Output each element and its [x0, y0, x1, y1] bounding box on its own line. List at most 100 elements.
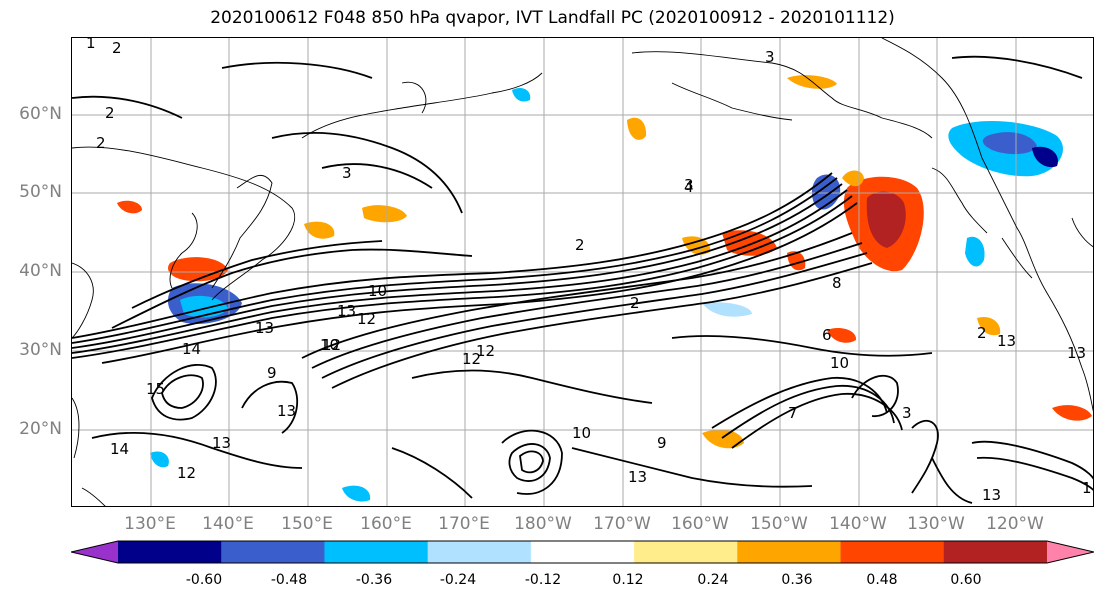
contour-label: 13 — [982, 486, 1001, 504]
colorbar-segment — [1047, 541, 1094, 563]
lat-label-20n: 20°N — [19, 419, 62, 439]
colorbar-outline — [71, 540, 1094, 564]
contour-label: 2 — [575, 236, 585, 254]
contour-label: 13 — [1067, 344, 1086, 362]
positive-anomaly-patch — [362, 205, 407, 223]
contour-label: 13 — [212, 434, 231, 452]
contour-label: 4 — [684, 178, 694, 196]
lon-label-140w: 140°W — [829, 514, 887, 534]
colorbar-tick-label: -0.60 — [185, 572, 223, 588]
contour-label: 10 — [320, 336, 339, 354]
colorbar-tick-label: 0.60 — [950, 572, 982, 588]
colorbar-tick-label: 0.24 — [697, 572, 729, 588]
contour-label: 2 — [977, 324, 987, 342]
colorbar-tick-label: 0.48 — [866, 572, 898, 588]
contour-label: 1 — [86, 38, 96, 52]
colorbar-segment — [71, 541, 118, 563]
contour-label: 2 — [112, 39, 122, 57]
contour-label: 3 — [684, 176, 694, 194]
colorbar-segment — [840, 541, 945, 563]
lon-label-130e: 130°E — [124, 514, 176, 534]
contour-label: 3 — [765, 48, 775, 66]
lon-label-120w: 120°W — [986, 514, 1044, 534]
contour-lines — [72, 55, 1093, 504]
shading-layer — [117, 75, 1092, 502]
negative-anomaly-patch — [1032, 146, 1058, 168]
negative-anomaly-patch — [512, 88, 531, 102]
positive-anomaly-patch — [702, 429, 744, 449]
contour-label: 13 — [337, 302, 356, 320]
contour-label: 12 — [357, 310, 376, 328]
contour-label: 14 — [182, 340, 201, 358]
colorbar-tick-label: -0.36 — [355, 572, 393, 588]
contour-label: 7 — [788, 404, 798, 422]
lat-label-50n: 50°N — [19, 182, 62, 202]
colorbar-segment — [221, 541, 325, 563]
contour-label: 14 — [110, 440, 129, 458]
colorbar-segment — [427, 541, 532, 563]
negative-anomaly-patch — [965, 236, 985, 267]
positive-anomaly-patch — [627, 117, 647, 140]
colorbar-segment — [634, 541, 738, 563]
contour-label: 10 — [830, 354, 849, 372]
negative-anomaly-patch — [342, 485, 371, 502]
lon-label-170w: 170°W — [593, 514, 651, 534]
contour-label: 12 — [177, 464, 196, 482]
contour-label: 13 — [997, 332, 1016, 350]
contour-label: 13 — [255, 319, 274, 337]
colorbar-tick-label: 0.36 — [781, 572, 813, 588]
contour-label: 2 — [105, 104, 115, 122]
colorbar-segment — [943, 541, 1048, 563]
lat-label-40n: 40°N — [19, 261, 62, 281]
colorbar-segment — [737, 541, 842, 563]
map-canvas: 1 2 2 2 3 3 3 4 2 2 13 12 10 13 14 15 12… — [72, 38, 1093, 506]
lon-label-160e: 160°E — [360, 514, 412, 534]
contour-label: 1 — [1082, 479, 1092, 497]
graticule — [72, 38, 1093, 506]
positive-anomaly-patch — [304, 221, 335, 239]
lat-label-30n: 30°N — [19, 340, 62, 360]
positive-anomaly-patch — [842, 170, 864, 187]
contour-label: 9 — [657, 434, 667, 452]
colorbar-segment — [530, 541, 635, 563]
lon-label-130w: 130°W — [907, 514, 965, 534]
contour-label: 8 — [832, 274, 842, 292]
lon-label-180w: 180°W — [514, 514, 572, 534]
lon-label-150e: 150°E — [281, 514, 333, 534]
figure-title: 2020100612 F048 850 hPa qvapor, IVT Land… — [210, 8, 895, 28]
contour-label: 12 — [476, 342, 495, 360]
contour-label: 3 — [902, 404, 912, 422]
lon-label-170e: 170°E — [438, 514, 490, 534]
negative-anomaly-patch — [150, 451, 169, 468]
colorbar-tick-label: -0.12 — [524, 572, 562, 588]
contour-label: 12 — [322, 336, 341, 354]
map-panel: 1 2 2 2 3 3 3 4 2 2 13 12 10 13 14 15 12… — [71, 37, 1094, 507]
coastlines — [72, 38, 1093, 506]
lon-label-150w: 150°W — [750, 514, 808, 534]
contour-labels: 1 2 2 2 3 3 3 4 2 2 13 12 10 13 14 15 12… — [86, 38, 1092, 504]
contour-label: 2 — [630, 294, 640, 312]
colorbar-segment — [324, 541, 429, 563]
colorbar-tick-label: -0.24 — [439, 572, 477, 588]
colorbar-tick-label: -0.48 — [270, 572, 308, 588]
positive-anomaly-patch — [866, 191, 906, 248]
contour-label: 10 — [368, 282, 387, 300]
contour-label: 9 — [267, 364, 277, 382]
lon-label-140e: 140°E — [202, 514, 254, 534]
colorbar — [71, 540, 1094, 564]
colorbar-tick-label: 0.12 — [612, 572, 644, 588]
positive-anomaly-patch — [117, 200, 142, 214]
contour-label: 13 — [628, 468, 647, 486]
negative-anomaly-patch — [702, 302, 752, 317]
contour-label: 12 — [462, 350, 481, 368]
contour-label: 15 — [146, 380, 165, 398]
contour-label: 6 — [822, 326, 832, 344]
lon-label-160w: 160°W — [671, 514, 729, 534]
positive-anomaly-patch — [168, 257, 228, 282]
contour-label: 10 — [572, 424, 591, 442]
colorbar-segment — [118, 541, 222, 563]
contour-label: 2 — [96, 134, 106, 152]
positive-anomaly-patch — [1052, 405, 1092, 421]
contour-label: 13 — [277, 402, 296, 420]
positive-anomaly-patch — [977, 316, 1001, 336]
